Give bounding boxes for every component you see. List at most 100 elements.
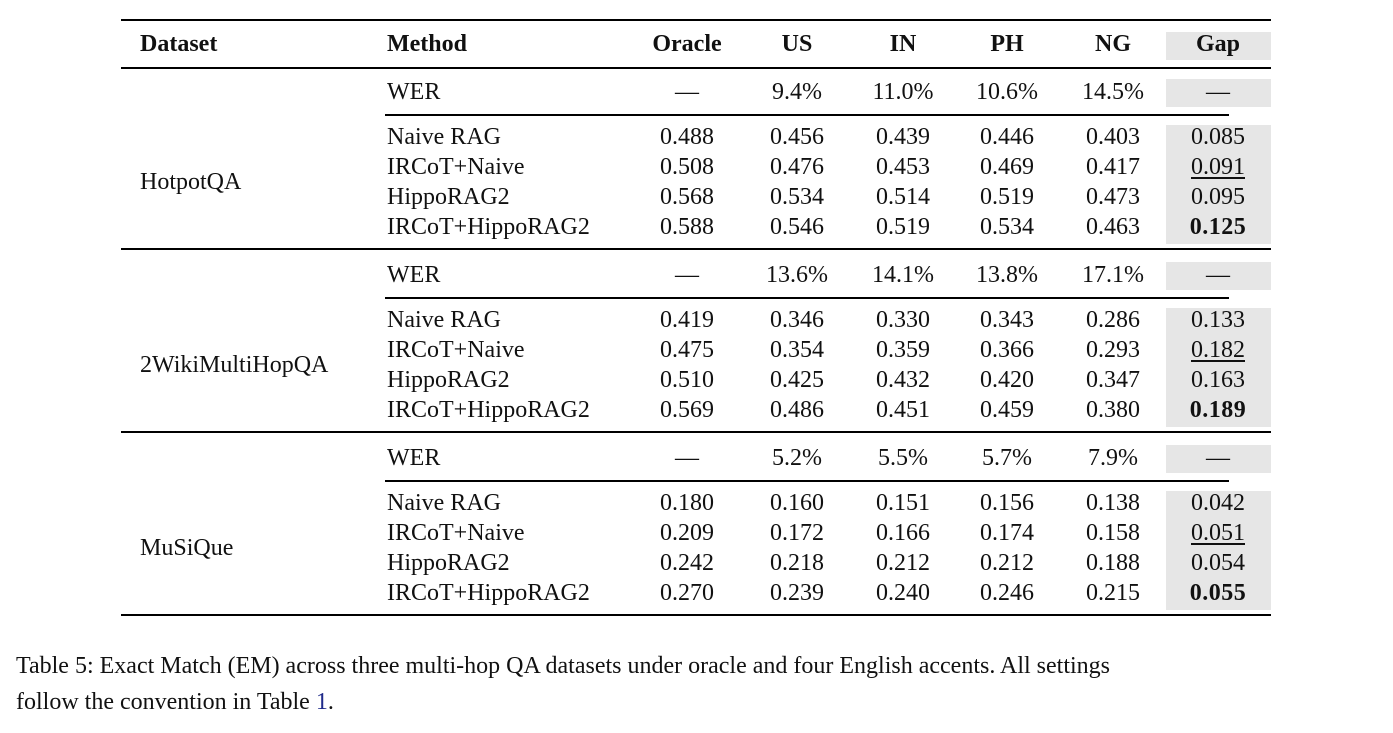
caption-line-2: follow the convention in Table 1.: [16, 689, 334, 715]
score-value: 0.403: [1086, 124, 1140, 150]
score-value: 0.138: [1086, 490, 1140, 516]
score-value: 0.439: [876, 124, 930, 150]
column-header-dataset: Dataset: [140, 31, 218, 57]
score-value: 0.172: [770, 520, 824, 546]
score-value: 0.212: [876, 550, 930, 576]
score-value: 0.347: [1086, 367, 1140, 393]
score-value: 0.209: [660, 520, 714, 546]
gap-value: 0.125: [1189, 214, 1247, 240]
column-header-method: Method: [387, 31, 467, 57]
gap-value: 0.189: [1189, 397, 1247, 423]
score-value: 0.432: [876, 367, 930, 393]
gap-value: 0.055: [1189, 580, 1247, 606]
column-header-us: US: [781, 31, 813, 57]
dataset-name: MuSiQue: [140, 535, 234, 561]
score-value: 0.508: [660, 154, 714, 180]
score-value: 0.469: [980, 154, 1034, 180]
table-caption: Table 5: Exact Match (EM) across three m…: [16, 648, 1381, 720]
method-name: IRCoT+Naive: [387, 337, 525, 363]
method-name: HippoRAG2: [387, 550, 510, 576]
gap-value: 0.042: [1191, 490, 1245, 516]
wer-value: —: [1206, 262, 1230, 288]
score-value: 0.588: [660, 214, 714, 240]
score-value: 0.346: [770, 307, 824, 333]
method-name: HippoRAG2: [387, 367, 510, 393]
score-value: 0.286: [1086, 307, 1140, 333]
score-value: 0.546: [770, 214, 824, 240]
column-header-oracle: Oracle: [652, 31, 722, 57]
score-value: 0.343: [980, 307, 1034, 333]
column-header-ph: PH: [990, 31, 1024, 57]
column-header-in: IN: [889, 31, 917, 57]
gap-wer-shade: [1166, 262, 1271, 290]
gap-wer-shade: [1166, 445, 1271, 473]
gap-wer-shade: [1166, 79, 1271, 107]
gap-value: 0.095: [1191, 184, 1245, 210]
score-value: 0.425: [770, 367, 824, 393]
score-value: 0.456: [770, 124, 824, 150]
wer-value: 10.6%: [976, 79, 1038, 105]
method-name: IRCoT+HippoRAG2: [387, 397, 590, 423]
wer-value: —: [1206, 79, 1230, 105]
wer-label: WER: [387, 445, 441, 471]
score-value: 0.475: [660, 337, 714, 363]
score-value: 0.151: [876, 490, 930, 516]
score-value: 0.174: [980, 520, 1034, 546]
gap-values-shade: [1166, 491, 1271, 610]
wer-value: 7.9%: [1088, 445, 1138, 471]
gap-value: 0.182: [1191, 337, 1245, 363]
score-value: 0.215: [1086, 580, 1140, 606]
score-value: 0.569: [660, 397, 714, 423]
score-value: 0.359: [876, 337, 930, 363]
score-value: 0.246: [980, 580, 1034, 606]
score-value: 0.519: [980, 184, 1034, 210]
score-value: 0.188: [1086, 550, 1140, 576]
header-rule: [121, 67, 1271, 69]
score-value: 0.451: [876, 397, 930, 423]
score-value: 0.354: [770, 337, 824, 363]
score-value: 0.420: [980, 367, 1034, 393]
wer-value: 14.1%: [872, 262, 934, 288]
score-value: 0.473: [1086, 184, 1140, 210]
wer-value: 5.7%: [982, 445, 1032, 471]
score-value: 0.463: [1086, 214, 1140, 240]
score-value: 0.270: [660, 580, 714, 606]
gap-value: 0.054: [1191, 550, 1245, 576]
method-name: IRCoT+Naive: [387, 154, 525, 180]
top-rule: [121, 19, 1271, 21]
wer-value: —: [675, 79, 699, 105]
gap-header-shade: [1166, 32, 1271, 60]
gap-value: 0.051: [1191, 520, 1245, 546]
group-rule: [121, 248, 1271, 250]
method-name: IRCoT+HippoRAG2: [387, 214, 590, 240]
score-value: 0.160: [770, 490, 824, 516]
wer-value: 9.4%: [772, 79, 822, 105]
score-value: 0.180: [660, 490, 714, 516]
score-value: 0.476: [770, 154, 824, 180]
score-value: 0.366: [980, 337, 1034, 363]
dataset-name: HotpotQA: [140, 169, 242, 195]
gap-values-shade: [1166, 125, 1271, 244]
wer-value: 13.6%: [766, 262, 828, 288]
method-name: IRCoT+Naive: [387, 520, 525, 546]
wer-label: WER: [387, 79, 441, 105]
table-reference-link[interactable]: 1: [315, 689, 328, 715]
gap-value: 0.085: [1191, 124, 1245, 150]
dataset-name: 2WikiMultiHopQA: [140, 352, 329, 378]
score-value: 0.534: [980, 214, 1034, 240]
score-value: 0.242: [660, 550, 714, 576]
wer-value: 5.2%: [772, 445, 822, 471]
caption-line-1: Table 5: Exact Match (EM) across three m…: [16, 653, 1111, 679]
gap-value: 0.091: [1191, 154, 1245, 180]
method-name: IRCoT+HippoRAG2: [387, 580, 590, 606]
wer-rule: [385, 297, 1229, 299]
score-value: 0.240: [876, 580, 930, 606]
wer-value: —: [675, 262, 699, 288]
score-value: 0.156: [980, 490, 1034, 516]
score-value: 0.568: [660, 184, 714, 210]
wer-value: 5.5%: [878, 445, 928, 471]
score-value: 0.212: [980, 550, 1034, 576]
wer-rule: [385, 114, 1229, 116]
gap-value: 0.163: [1191, 367, 1245, 393]
score-value: 0.380: [1086, 397, 1140, 423]
